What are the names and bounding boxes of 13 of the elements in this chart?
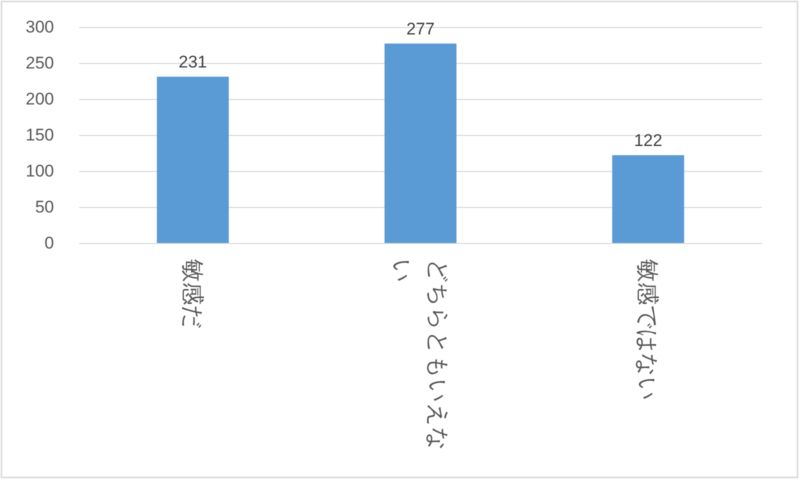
y-tick-label: 200 <box>26 90 54 108</box>
data-label: 231 <box>178 52 208 72</box>
x-tick-label: どちらともいえない <box>390 259 452 451</box>
data-label: 122 <box>634 131 662 150</box>
y-tick-label: 250 <box>26 54 54 72</box>
x-tick-label: 敏感ではない <box>635 259 662 401</box>
y-tick-label: 50 <box>35 198 54 216</box>
y-tick-label: 100 <box>26 162 54 180</box>
y-tick-label: 150 <box>26 126 54 144</box>
x-tick-label: 敏感だ <box>180 259 206 329</box>
y-tick-label: 300 <box>26 18 54 36</box>
y-tick-label: 0 <box>44 234 54 252</box>
data-label: 277 <box>406 20 435 39</box>
